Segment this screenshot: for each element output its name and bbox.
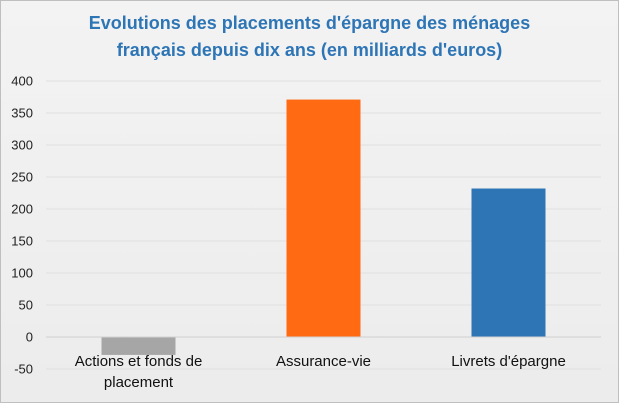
y-tick-label: 50 xyxy=(19,298,33,313)
bars xyxy=(101,99,546,355)
x-category-label: Assurance-vie xyxy=(276,353,371,370)
y-tick-label: 400 xyxy=(11,74,33,89)
x-category-label: Actions et fonds de xyxy=(75,353,203,370)
x-category-label: Livrets d'épargne xyxy=(451,353,566,370)
y-tick-label: 250 xyxy=(11,170,33,185)
bar-3 xyxy=(471,188,546,337)
x-category-label: placement xyxy=(104,374,174,391)
y-tick-label: 350 xyxy=(11,106,33,121)
y-tick-label: -50 xyxy=(14,362,33,377)
y-tick-label: 300 xyxy=(11,138,33,153)
chart-title-line-2: français depuis dix ans (en milliards d'… xyxy=(116,40,503,60)
y-tick-label: 0 xyxy=(26,330,33,345)
bar-1 xyxy=(101,337,176,355)
y-tick-label: 100 xyxy=(11,266,33,281)
chart-title: Evolutions des placements d'épargne des … xyxy=(0,10,619,64)
bar-2 xyxy=(286,99,361,337)
x-axis-categories: Actions et fonds de placement Assurance-vi… xyxy=(75,353,566,391)
y-tick-label: 150 xyxy=(11,234,33,249)
chart-title-line-1: Evolutions des placements d'épargne des … xyxy=(88,13,531,33)
y-axis-ticks: -50 0 50 100 150 200 250 300 350 400 xyxy=(11,74,33,377)
y-tick-label: 200 xyxy=(11,202,33,217)
